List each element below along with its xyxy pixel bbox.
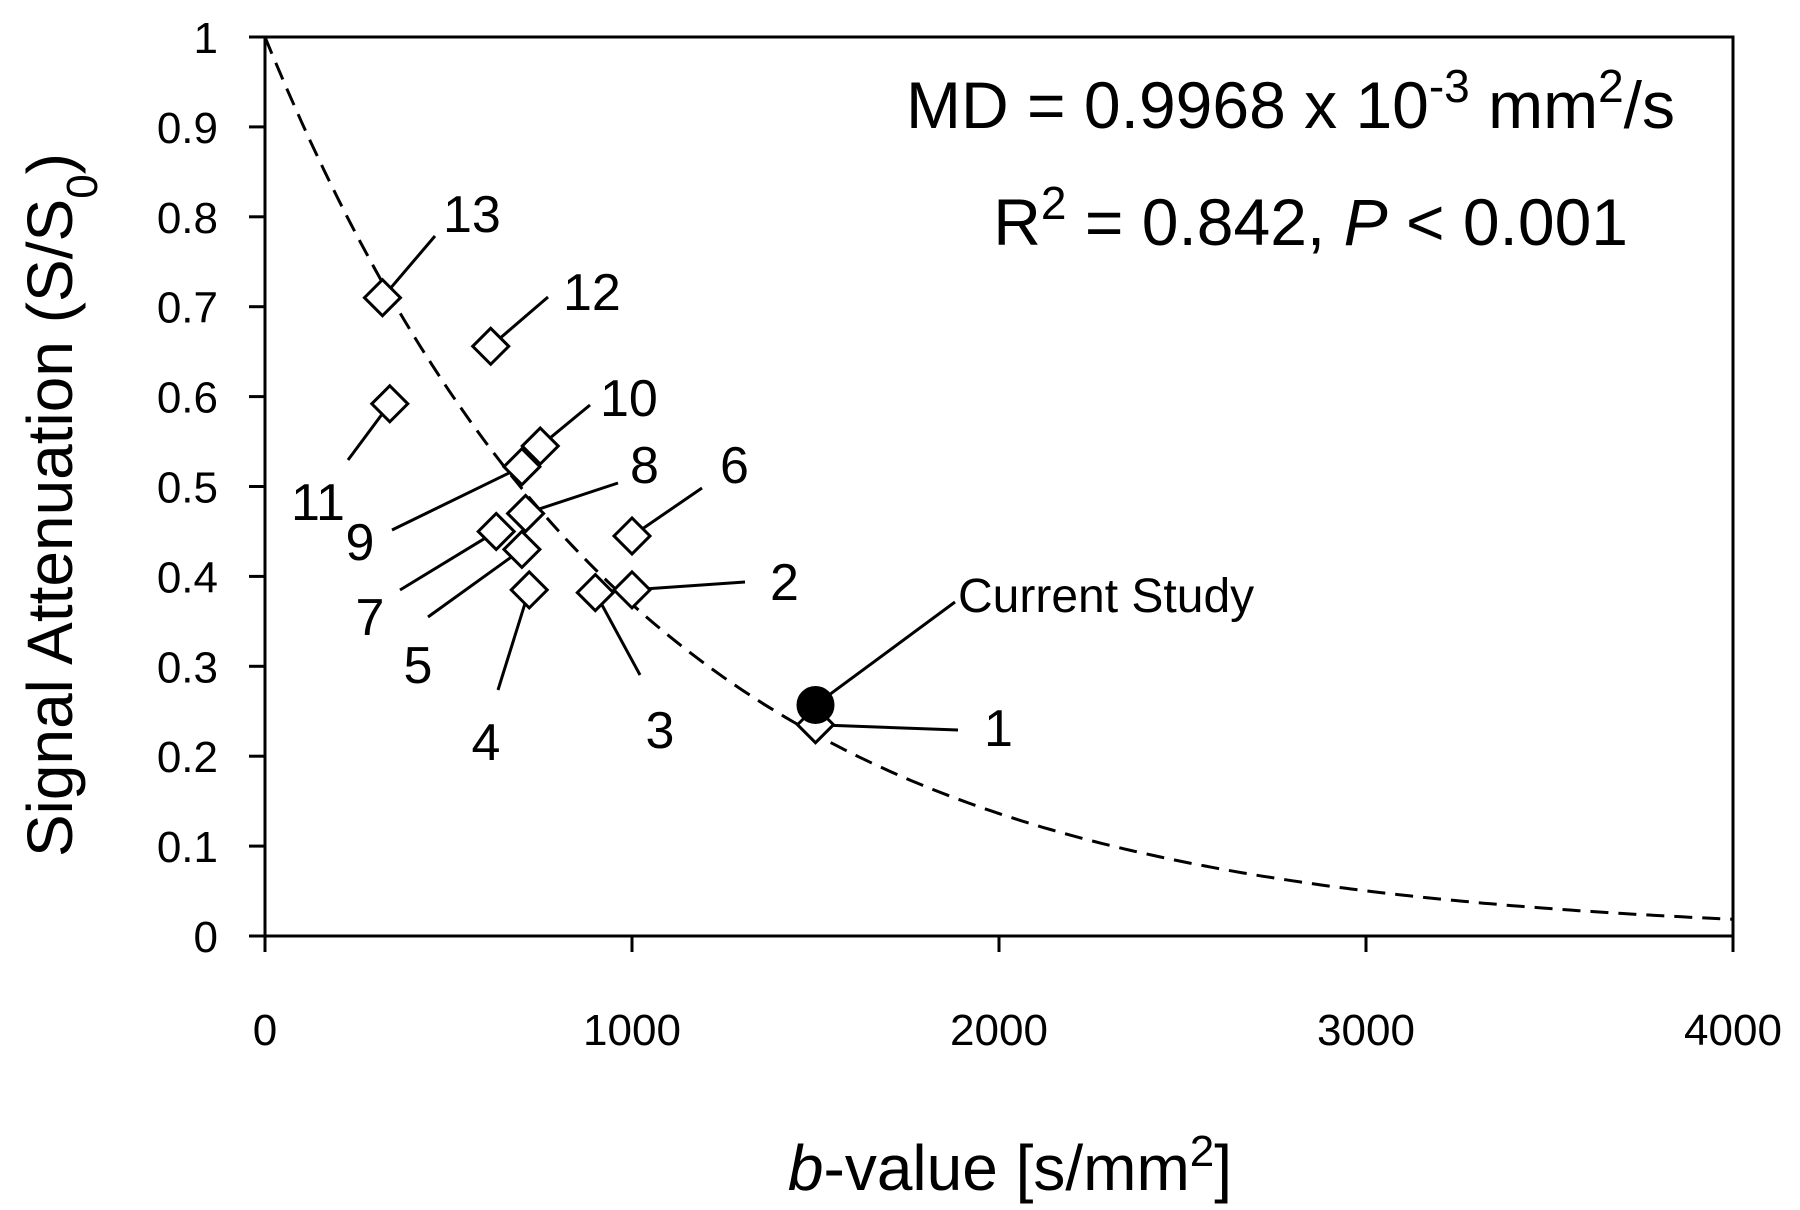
data-point-diamond xyxy=(369,383,410,424)
data-point-diamond xyxy=(611,515,653,557)
fit-curve-layer xyxy=(263,36,1734,921)
x-axis-title: b-value [s/mm2] xyxy=(788,1127,1232,1205)
data-points-layer xyxy=(362,277,836,745)
data-point-label: 6 xyxy=(720,437,749,495)
leader-line xyxy=(525,481,619,515)
data-point-label: 13 xyxy=(443,186,501,244)
data-point-label: 2 xyxy=(770,554,799,612)
data-point-diamond xyxy=(501,529,543,570)
data-point-label: 10 xyxy=(600,370,658,428)
data-point-label: 4 xyxy=(472,714,501,772)
y-tick-label: 0.5 xyxy=(157,464,218,513)
y-tick-label: 0.3 xyxy=(157,643,218,692)
current-study-leader xyxy=(814,600,956,707)
x-tick-label: 0 xyxy=(253,1006,277,1055)
x-tick-label: 1000 xyxy=(583,1006,681,1055)
leader-line xyxy=(399,530,497,592)
y-tick-label: 0.9 xyxy=(157,104,218,153)
x-tick-label: 2000 xyxy=(950,1006,1048,1055)
data-point-diamond xyxy=(509,569,550,611)
leader-line xyxy=(391,465,523,532)
x-tick-label: 4000 xyxy=(1684,1006,1782,1055)
leader-line xyxy=(496,589,531,691)
data-point-diamond xyxy=(501,446,543,487)
y-tick-label: 0.7 xyxy=(157,284,218,333)
y-tick-label: 0.6 xyxy=(157,374,218,423)
data-point-label: 11 xyxy=(291,474,345,532)
leader-line xyxy=(427,548,523,619)
y-tick-label: 0.8 xyxy=(157,194,218,243)
data-point-label: 12 xyxy=(563,264,621,322)
data-point-diamond xyxy=(575,572,616,613)
data-point-diamond xyxy=(520,425,561,467)
data-point-label: 5 xyxy=(404,637,433,695)
data-point-label: 3 xyxy=(646,702,675,760)
r2-annotation: R2 = 0.842, P < 0.001 xyxy=(993,177,1628,259)
data-point-label: 1 xyxy=(984,700,1013,758)
data-point-diamond xyxy=(362,277,403,318)
leader-line xyxy=(815,723,959,732)
current-study-point xyxy=(796,685,835,724)
data-point-label: 9 xyxy=(346,514,375,572)
data-point-label: 8 xyxy=(630,437,659,495)
y-tick-label: 1 xyxy=(194,14,218,63)
data-point-label: 7 xyxy=(356,589,385,647)
data-point-diamond xyxy=(476,511,517,552)
y-tick-label: 0.1 xyxy=(157,823,218,872)
plot-frame xyxy=(263,35,1735,938)
y-tick-label: 0.2 xyxy=(157,733,218,782)
leader-line xyxy=(631,580,746,592)
y-axis-title: Signal Attenuation (S/S0) xyxy=(14,153,107,857)
data-point-diamond xyxy=(470,326,511,367)
axes-layer: 0 1000 2000 3000 4000 0 0.1 0.2 0.3 0.4 0.5 0.6 0.7 0… xyxy=(157,14,1782,1055)
y-tick-label: 0.4 xyxy=(157,553,218,602)
md-annotation: MD = 0.9968 x 10-3 mm2/s xyxy=(906,60,1675,142)
y-tick-label: 0 xyxy=(194,913,218,962)
current-study-label: Current Study xyxy=(958,570,1254,623)
data-point-diamond xyxy=(505,493,546,534)
fit-curve xyxy=(263,36,1734,921)
x-tick-label: 3000 xyxy=(1317,1006,1415,1055)
leader-line xyxy=(593,591,642,676)
data-point-diamond xyxy=(611,569,653,611)
